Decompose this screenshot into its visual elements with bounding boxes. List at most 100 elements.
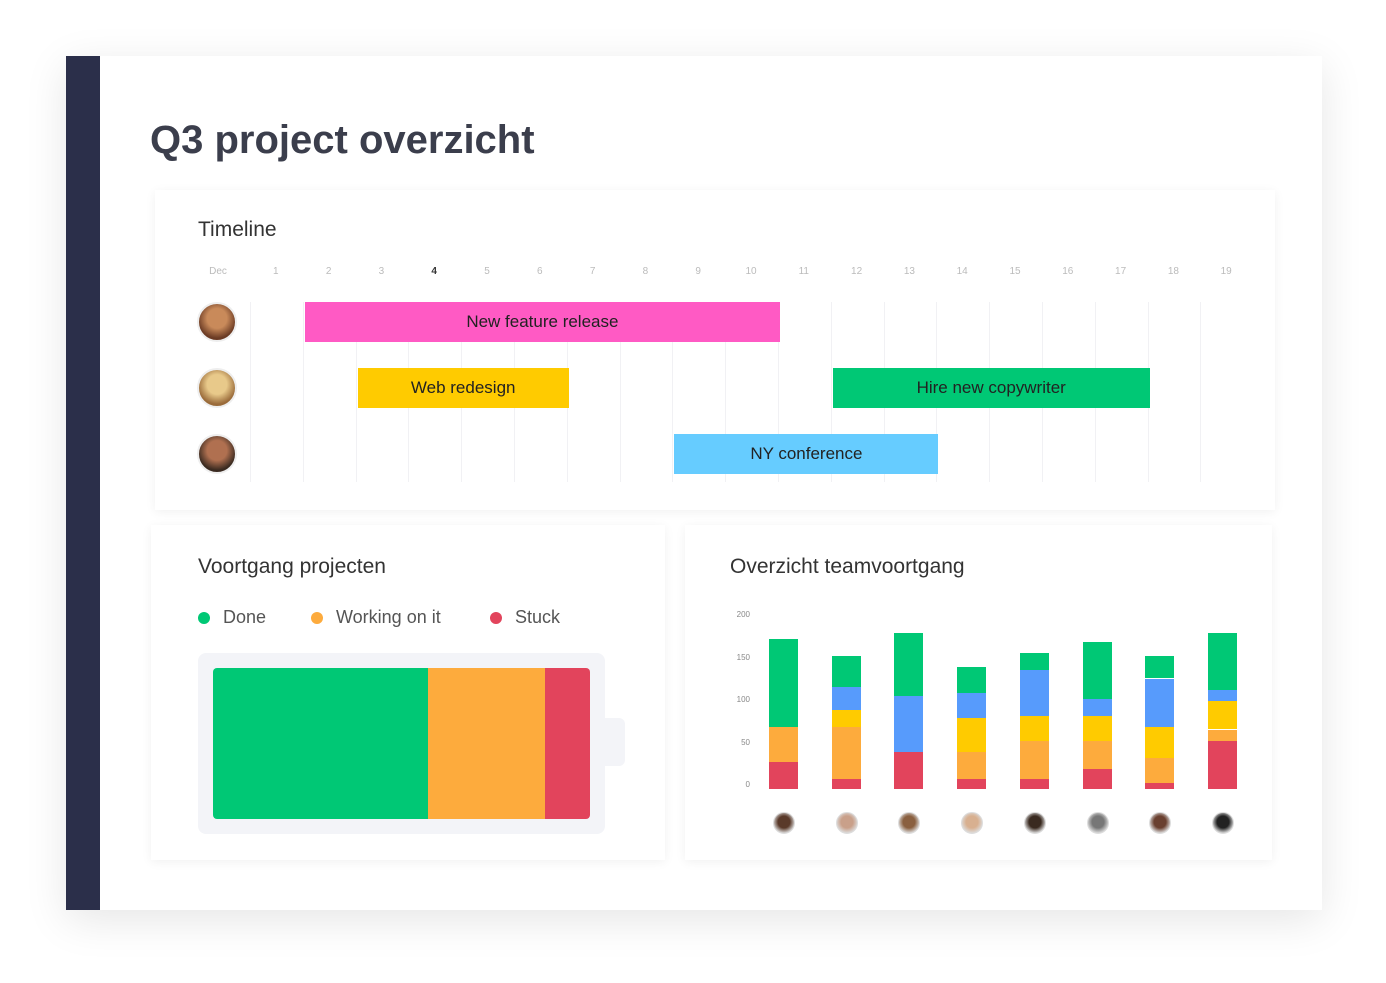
bar-segment: [957, 752, 987, 779]
legend-label: Done: [223, 607, 267, 627]
legend-label: Working on it: [336, 607, 441, 627]
bar-segment: [769, 639, 798, 727]
bar-segment: [957, 778, 987, 789]
bar-segment: [1019, 741, 1049, 779]
day-label: Dec: [209, 266, 227, 277]
day-label: 8: [642, 266, 649, 277]
timeline-item[interactable]: Web redesign: [357, 368, 569, 408]
bar-segment: [831, 709, 861, 727]
bar-segment: [831, 778, 861, 789]
bar-segment: [1207, 690, 1237, 702]
team-member-avatar: [1211, 812, 1234, 834]
legend-item: Done: [198, 607, 266, 628]
y-tick-label: 0: [745, 780, 750, 789]
bar-segment: [1082, 698, 1112, 716]
y-tick-label: 50: [741, 737, 750, 747]
bar-segment: [1019, 670, 1049, 716]
sidebar: [66, 56, 100, 910]
day-label: 5: [484, 266, 490, 277]
grid-line: [619, 302, 621, 482]
team-member-avatar: [773, 812, 795, 834]
bar-segment: [831, 687, 861, 710]
day-label: 17: [1115, 266, 1127, 277]
legend-item: Stuck: [490, 607, 560, 628]
grid-line: [302, 302, 304, 482]
grid-line: [830, 302, 832, 482]
day-label: 19: [1220, 266, 1232, 277]
bar-segment: [894, 696, 924, 753]
day-label: 1: [273, 266, 279, 277]
team-member-avatar: [898, 812, 921, 834]
bar-segment: [1145, 655, 1175, 679]
legend-item: Working on it: [311, 607, 441, 628]
grid-line: [1200, 302, 1202, 482]
y-tick-label: 150: [736, 652, 750, 662]
day-label: 9: [695, 266, 701, 277]
bar-segment: [1082, 641, 1112, 699]
day-label: 10: [745, 266, 757, 277]
day-label: 4: [419, 262, 449, 280]
bar-segment: [957, 666, 987, 693]
bar-segment: [1207, 632, 1237, 691]
dashboard-card: Q3 project overzicht Timeline Dec 1 2 3 4 5 6 7…: [66, 56, 1322, 910]
bar-segment: [894, 752, 924, 789]
bar-segment: [1019, 653, 1049, 670]
day-label: 14: [956, 266, 968, 277]
bar-segment: [1019, 715, 1049, 742]
bar-segment: [769, 726, 798, 762]
bar-segment: [1207, 741, 1237, 789]
team-title: Overzicht teamvoortgang: [730, 555, 965, 578]
legend-label: Stuck: [515, 607, 561, 627]
progress-panel: Voortgang projecten Done Working on it Stu…: [151, 525, 665, 860]
timeline-item[interactable]: New feature release: [304, 302, 780, 342]
battery-segment-done: [213, 668, 428, 819]
legend-dot-icon: [198, 611, 210, 624]
battery-fill: [213, 668, 590, 819]
grid-line: [725, 302, 727, 482]
bar-segment: [1019, 778, 1049, 789]
bar-segment: [831, 726, 861, 779]
bar-segment: [831, 655, 861, 687]
timeline-item[interactable]: NY conference: [674, 434, 939, 474]
timeline-panel: Timeline Dec 1 2 3 4 5 6 7 8 9 10 11 12 13 14 15 16 17 18 1…: [155, 190, 1275, 510]
day-label: 2: [325, 266, 332, 277]
bar-segment: [1145, 757, 1175, 784]
avatar-woman-blonde: [197, 368, 237, 408]
y-tick-label: 200: [736, 610, 750, 619]
grid-line: [250, 302, 251, 482]
day-label: 15: [1009, 266, 1021, 277]
bar-segment: [1082, 715, 1112, 742]
grid-line: [672, 302, 674, 482]
timeline-title: Timeline: [198, 218, 277, 241]
battery-tip: [605, 718, 625, 766]
day-label: 7: [589, 266, 596, 277]
day-label: 18: [1167, 266, 1179, 277]
y-tick-label: 100: [736, 695, 750, 704]
bar-segment: [957, 692, 987, 719]
day-label: 16: [1062, 266, 1074, 277]
bar-segment: [1207, 701, 1237, 730]
legend-dot-icon: [311, 611, 323, 624]
bar-segment: [894, 632, 924, 697]
day-label: 6: [537, 266, 543, 277]
bar-segment: [1082, 741, 1112, 770]
timeline-item[interactable]: Hire new copywriter: [832, 368, 1150, 408]
team-member-avatar: [961, 812, 984, 834]
bar-segment: [1207, 729, 1237, 742]
team-panel: Overzicht teamvoortgang 0 50 100 150 200: [685, 525, 1272, 860]
day-label: 3: [378, 266, 385, 277]
avatar-woman-curly-hair: [197, 302, 237, 342]
bar-segment: [769, 761, 798, 789]
avatar-man-beard: [197, 434, 237, 474]
team-member-avatar: [835, 812, 858, 834]
day-label: 12: [851, 266, 863, 277]
bar-segment: [1145, 678, 1175, 727]
bar-segment: [1145, 726, 1175, 758]
team-member-avatar: [1086, 812, 1109, 834]
progress-title: Voortgang projecten: [198, 555, 386, 578]
grid-line: [355, 302, 357, 482]
team-member-avatar: [1149, 812, 1172, 834]
team-member-avatar: [1023, 812, 1046, 834]
grid-line: [778, 302, 779, 482]
legend-dot-icon: [490, 611, 502, 624]
